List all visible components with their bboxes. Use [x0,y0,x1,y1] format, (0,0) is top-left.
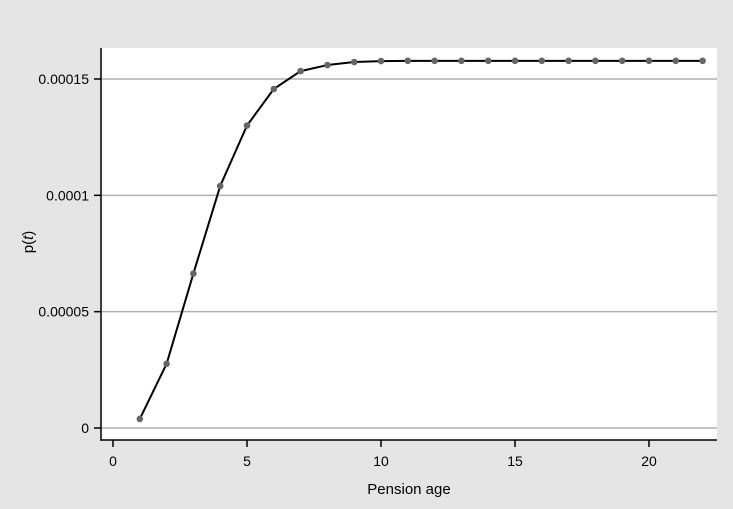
data-point [511,57,519,65]
data-point [350,58,358,66]
data-point [699,57,706,65]
x-tick-label: 0 [109,453,117,469]
axes: 0 0.00005 0.0001 0.00015 0 5 10 15 20 [38,48,717,469]
data-point [297,67,304,75]
x-tick-label: 20 [641,453,657,469]
y-axis-label: p(t) [20,231,37,254]
y-tick-label: 0.00005 [38,304,89,320]
data-point [404,57,412,65]
data-point [163,360,170,368]
data-point [243,122,251,129]
data-point [565,57,572,65]
y-tick-label: 0.00015 [38,71,89,87]
data-point [216,182,224,190]
data-point [672,57,680,65]
data-point [377,57,385,65]
y-tick-label: 0.0001 [46,187,89,203]
x-tick-label: 15 [507,453,523,469]
data-point [645,57,653,65]
data-point [324,61,331,69]
series-line [138,59,703,420]
plot-area [101,48,717,440]
y-tick-label: 0 [81,420,89,436]
data-point [190,270,197,277]
data-point [136,415,144,423]
x-tick-label: 5 [243,453,251,469]
data-point [270,85,278,93]
data-point [458,57,465,65]
data-point [431,57,438,65]
x-tick-label: 10 [373,453,389,469]
data-point [484,57,492,65]
series [136,57,706,423]
x-axis-label: Pension age [367,481,450,498]
data-point [618,57,626,65]
data-point [592,57,599,65]
gridlines [101,78,717,429]
data-point [538,57,546,65]
